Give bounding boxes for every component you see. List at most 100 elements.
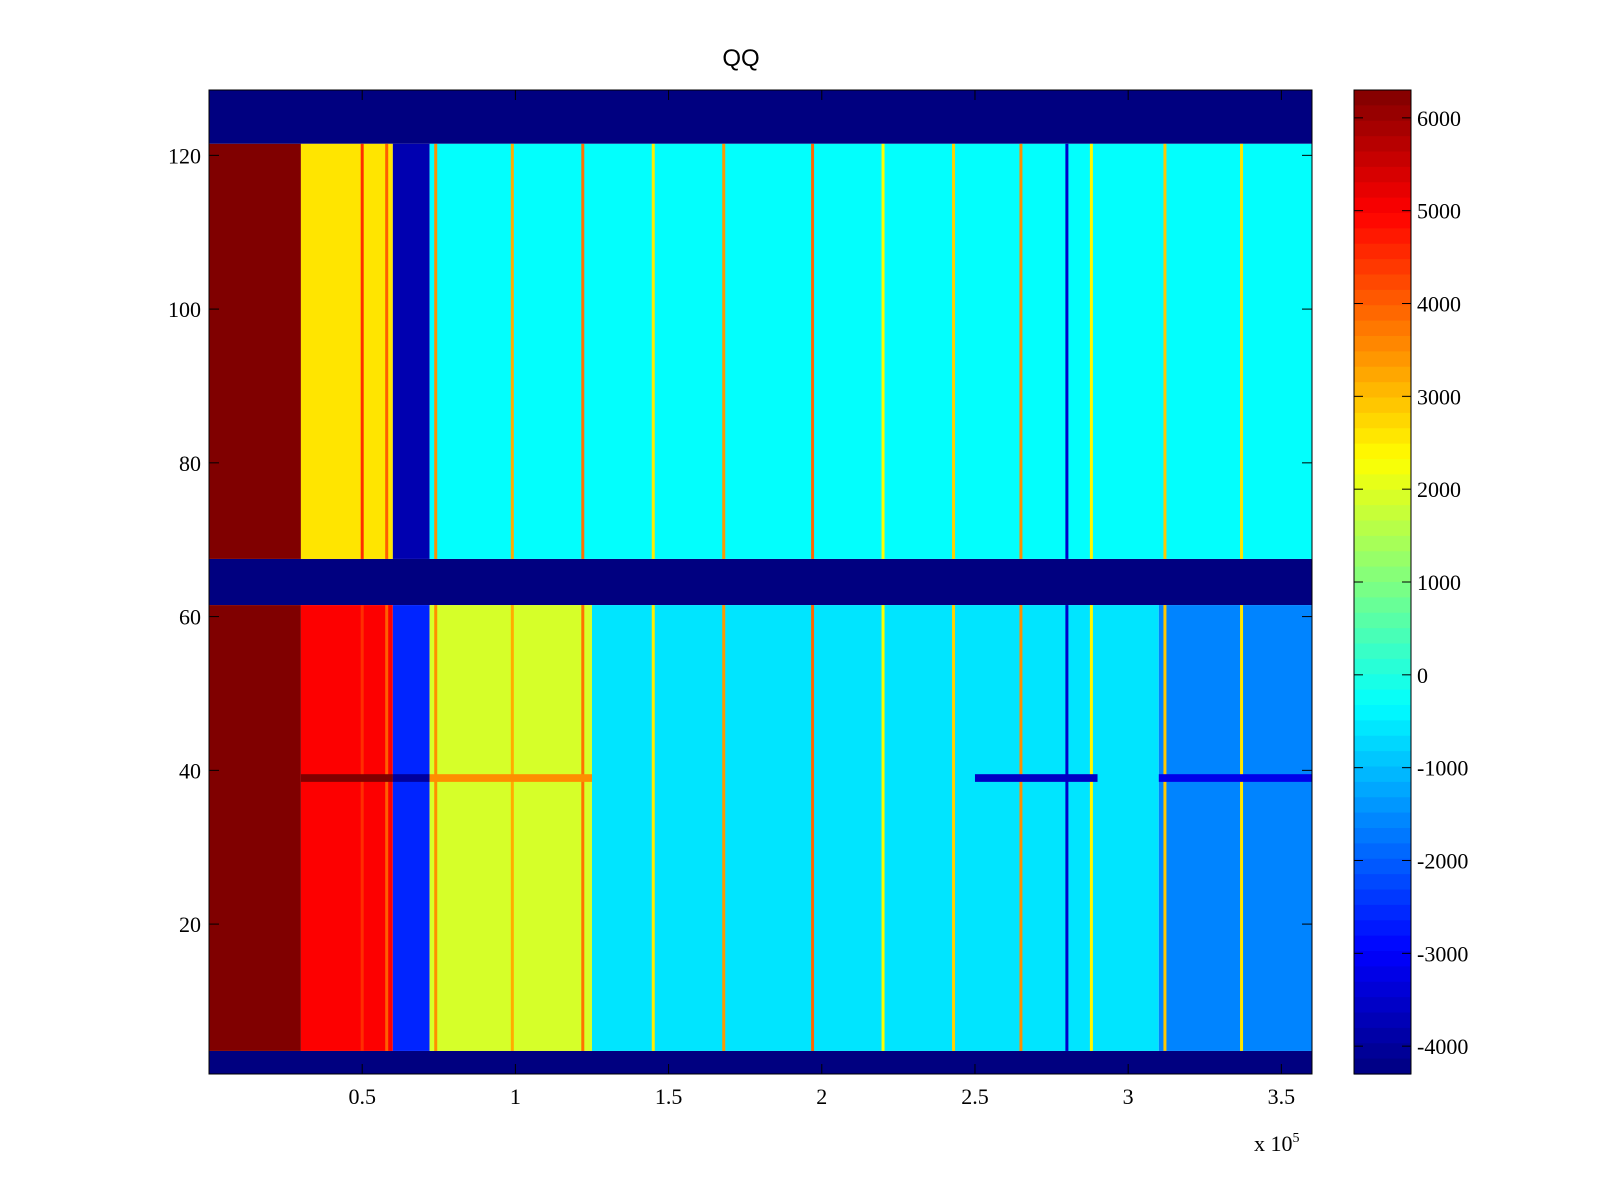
y-tick-label: 60 <box>179 605 201 630</box>
colorbar-step <box>1354 505 1411 522</box>
stripe-upper-4 <box>581 143 585 559</box>
x-tick-label: 2 <box>816 1084 827 1109</box>
y-tick-label: 120 <box>168 143 201 168</box>
colorbar-step <box>1354 981 1411 998</box>
empty-row-band-0 <box>209 90 1312 144</box>
colorbar-step <box>1354 766 1411 783</box>
colorbar-step <box>1354 428 1411 445</box>
stripe-upper-6 <box>722 143 726 559</box>
colorbar-tick-label: 1000 <box>1417 570 1461 595</box>
stripe-lower-14 <box>1240 605 1244 1051</box>
colorbar-axis: 6000 5000 4000 3000 2000 1000 0 -1000 -2000 -3000… <box>1354 106 1468 1059</box>
row-anomaly-segment-3 <box>974 774 1098 782</box>
colorbar-step <box>1354 966 1411 983</box>
stripe-upper-10 <box>1019 143 1023 559</box>
row-anomaly-segment-0 <box>300 774 393 782</box>
stripe-lower-3 <box>510 605 514 1051</box>
stripe-lower-6 <box>722 605 726 1051</box>
colorbar-step <box>1354 628 1411 645</box>
heatmap-block-upper-segment-0 <box>209 143 301 559</box>
colorbar-step <box>1354 459 1411 475</box>
y-tick-label: 100 <box>168 297 201 322</box>
plot-frame <box>208 89 1313 1075</box>
colorbar-step <box>1354 274 1411 291</box>
stripe-upper-7 <box>811 143 815 559</box>
stripe-upper-2 <box>434 143 438 559</box>
colorbar-step <box>1354 843 1411 860</box>
heatmap-block-lower-segment-5 <box>1158 605 1312 1051</box>
stripe-upper-12 <box>1089 143 1093 559</box>
heatmap-block-lower-segment-4 <box>591 605 1159 1051</box>
stripe-upper-0 <box>360 143 364 559</box>
stripe-lower-8 <box>881 605 885 1051</box>
colorbar-step <box>1354 858 1411 875</box>
colorbar-step <box>1354 951 1411 967</box>
colorbar-step <box>1354 166 1411 183</box>
heatmap-block-upper-segment-2 <box>392 143 430 559</box>
stripe-upper-3 <box>510 143 514 559</box>
heatmap-block-lower-segment-2 <box>392 605 430 1051</box>
colorbar <box>1354 90 1411 1075</box>
x-tick-label: 3.5 <box>1268 1084 1296 1109</box>
colorbar-step <box>1354 751 1411 768</box>
row-anomaly-segment-1 <box>392 774 430 782</box>
stripe-upper-13 <box>1163 143 1167 559</box>
stripe-lower-10 <box>1019 605 1023 1051</box>
colorbar-step <box>1354 1012 1411 1029</box>
colorbar-step <box>1354 289 1411 306</box>
colorbar-step <box>1354 1027 1411 1044</box>
x-tick-label: 1.5 <box>655 1084 683 1109</box>
colorbar-step <box>1354 597 1411 614</box>
x-tick-label: 0.5 <box>348 1084 376 1109</box>
colorbar-tick-label: 0 <box>1417 663 1428 688</box>
heatmap-block-upper-segment-3 <box>429 143 1312 559</box>
colorbar-tick-label: 5000 <box>1417 199 1461 224</box>
heatmap-block-lower-segment-0 <box>209 605 301 1051</box>
row-anomaly-segment-4 <box>1158 774 1312 782</box>
colorbar-step <box>1354 658 1411 675</box>
colorbar-step <box>1354 920 1411 937</box>
stripe-upper-14 <box>1240 143 1244 559</box>
stripe-upper-9 <box>952 143 956 559</box>
colorbar-step <box>1354 643 1411 660</box>
colorbar-step <box>1354 874 1411 891</box>
colorbar-step <box>1354 551 1411 568</box>
colorbar-step <box>1354 336 1411 352</box>
colorbar-step <box>1354 443 1411 460</box>
colorbar-step <box>1354 582 1411 598</box>
colorbar-step <box>1354 412 1411 429</box>
heatmap-block-lower-segment-1 <box>300 605 393 1051</box>
y-tick-label: 80 <box>179 451 201 476</box>
colorbar-step <box>1354 997 1411 1014</box>
colorbar-step <box>1354 612 1411 629</box>
colorbar-step <box>1354 535 1411 552</box>
stripe-upper-11 <box>1065 143 1069 559</box>
chart-title: QQ <box>722 45 759 72</box>
colorbar-step <box>1354 735 1411 752</box>
colorbar-step <box>1354 489 1411 506</box>
colorbar-tick-label: -3000 <box>1417 941 1468 966</box>
colorbar-step <box>1354 259 1411 276</box>
stripe-upper-8 <box>881 143 885 559</box>
row-anomaly-segment-2 <box>429 774 592 782</box>
colorbar-step <box>1354 828 1411 844</box>
colorbar-step <box>1354 781 1411 798</box>
colorbar-step <box>1354 90 1411 106</box>
colorbar-tick-label: -1000 <box>1417 756 1468 781</box>
stripe-lower-12 <box>1089 605 1093 1051</box>
colorbar-step <box>1354 474 1411 491</box>
heatmap-block-upper-segment-1 <box>300 143 393 559</box>
empty-row-band-1 <box>209 558 1312 606</box>
heatmap-block-lower-segment-3 <box>429 605 592 1051</box>
colorbar-tick-label: 2000 <box>1417 477 1461 502</box>
colorbar-step <box>1354 197 1411 214</box>
colorbar-tick-label: 3000 <box>1417 384 1461 409</box>
colorbar-step <box>1354 213 1411 229</box>
stripe-lower-1 <box>385 605 389 1051</box>
colorbar-step <box>1354 705 1411 721</box>
plot-area <box>209 90 1312 1074</box>
stripe-lower-9 <box>952 605 956 1051</box>
colorbar-step <box>1354 228 1411 245</box>
stripe-lower-11 <box>1065 605 1069 1051</box>
stripe-lower-5 <box>651 605 655 1051</box>
